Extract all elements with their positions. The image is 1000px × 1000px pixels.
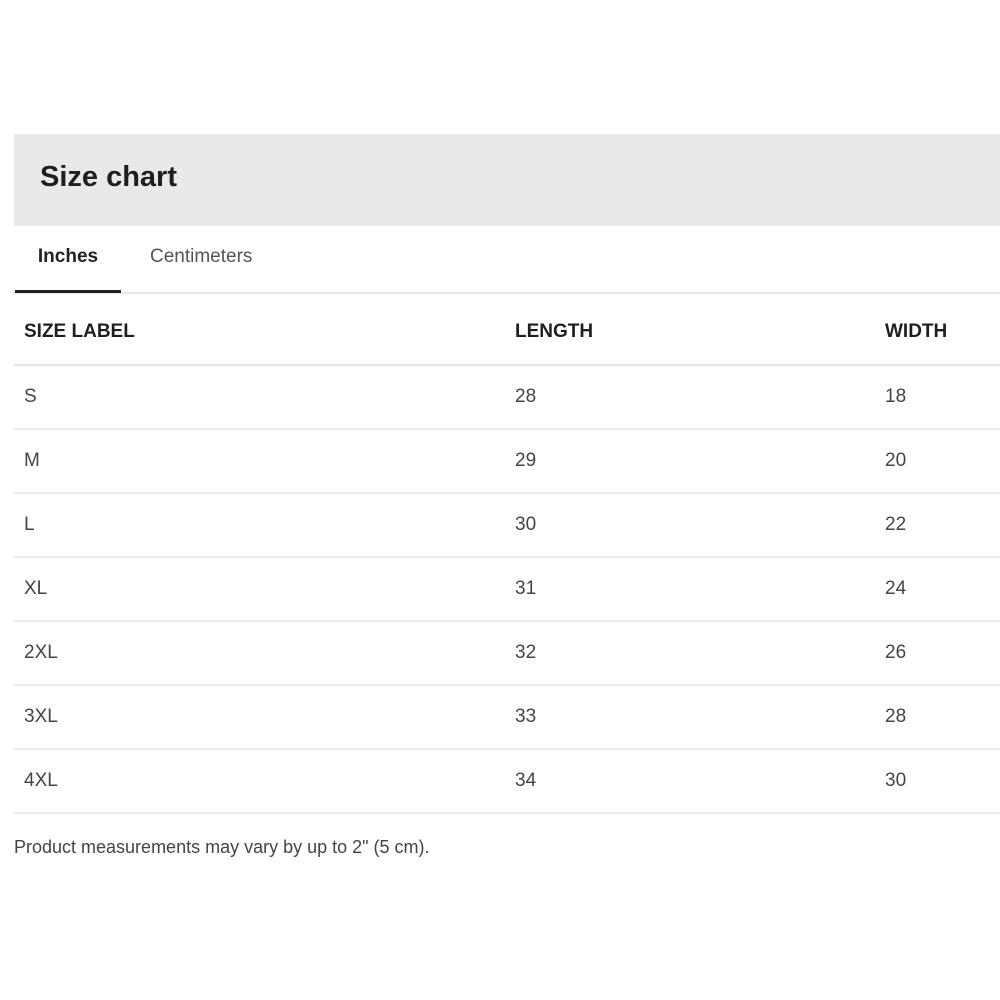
measurement-note: Product measurements may vary by up to 2…: [14, 837, 430, 857]
table-row: 2XL 32 26: [14, 621, 1000, 686]
cell-size: S: [14, 365, 505, 430]
page-title: Size chart: [40, 161, 177, 193]
cell-width: 24: [875, 557, 1000, 622]
table-header-row: SIZE LABEL LENGTH WIDTH: [14, 300, 1000, 366]
cell-length: 28: [505, 365, 875, 430]
cell-length: 30: [505, 493, 875, 558]
cell-width: 26: [875, 621, 1000, 686]
table-row: 3XL 33 28: [14, 685, 1000, 750]
cell-size: 3XL: [14, 685, 505, 750]
table-row: XL 31 24: [14, 557, 1000, 622]
cell-length: 34: [505, 749, 875, 814]
table-row: S 28 18: [14, 365, 1000, 430]
cell-size: L: [14, 493, 505, 558]
size-table: SIZE LABEL LENGTH WIDTH S 28 18 M 29 20 L 30 22 X…: [14, 300, 1000, 814]
cell-size: M: [14, 429, 505, 494]
tab-inches[interactable]: Inches: [15, 246, 121, 293]
column-header-length: LENGTH: [505, 300, 875, 366]
table-row: 4XL 34 30: [14, 749, 1000, 814]
header-bar: Size chart: [14, 134, 1000, 226]
cell-width: 20: [875, 429, 1000, 494]
unit-tabs: Inches Centimeters: [14, 226, 1000, 294]
cell-width: 30: [875, 749, 1000, 814]
table-row: L 30 22: [14, 493, 1000, 558]
tab-centimeters[interactable]: Centimeters: [150, 246, 253, 267]
column-header-size-label: SIZE LABEL: [14, 300, 505, 366]
cell-size: XL: [14, 557, 505, 622]
cell-length: 33: [505, 685, 875, 750]
cell-length: 32: [505, 621, 875, 686]
cell-size: 4XL: [14, 749, 505, 814]
cell-length: 29: [505, 429, 875, 494]
column-header-width: WIDTH: [875, 300, 1000, 366]
cell-size: 2XL: [14, 621, 505, 686]
cell-width: 22: [875, 493, 1000, 558]
cell-length: 31: [505, 557, 875, 622]
cell-width: 28: [875, 685, 1000, 750]
table-row: M 29 20: [14, 429, 1000, 494]
cell-width: 18: [875, 365, 1000, 430]
